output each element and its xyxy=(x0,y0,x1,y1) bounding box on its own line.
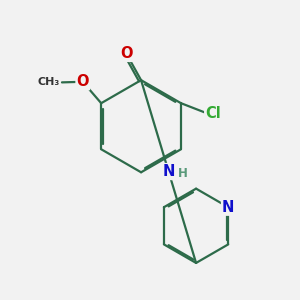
Text: H: H xyxy=(178,167,188,180)
Text: N: N xyxy=(222,200,234,215)
Text: N: N xyxy=(162,164,175,179)
Text: O: O xyxy=(76,74,89,89)
Text: O: O xyxy=(120,46,133,61)
Text: CH₃: CH₃ xyxy=(37,77,60,87)
Text: Cl: Cl xyxy=(205,106,221,121)
